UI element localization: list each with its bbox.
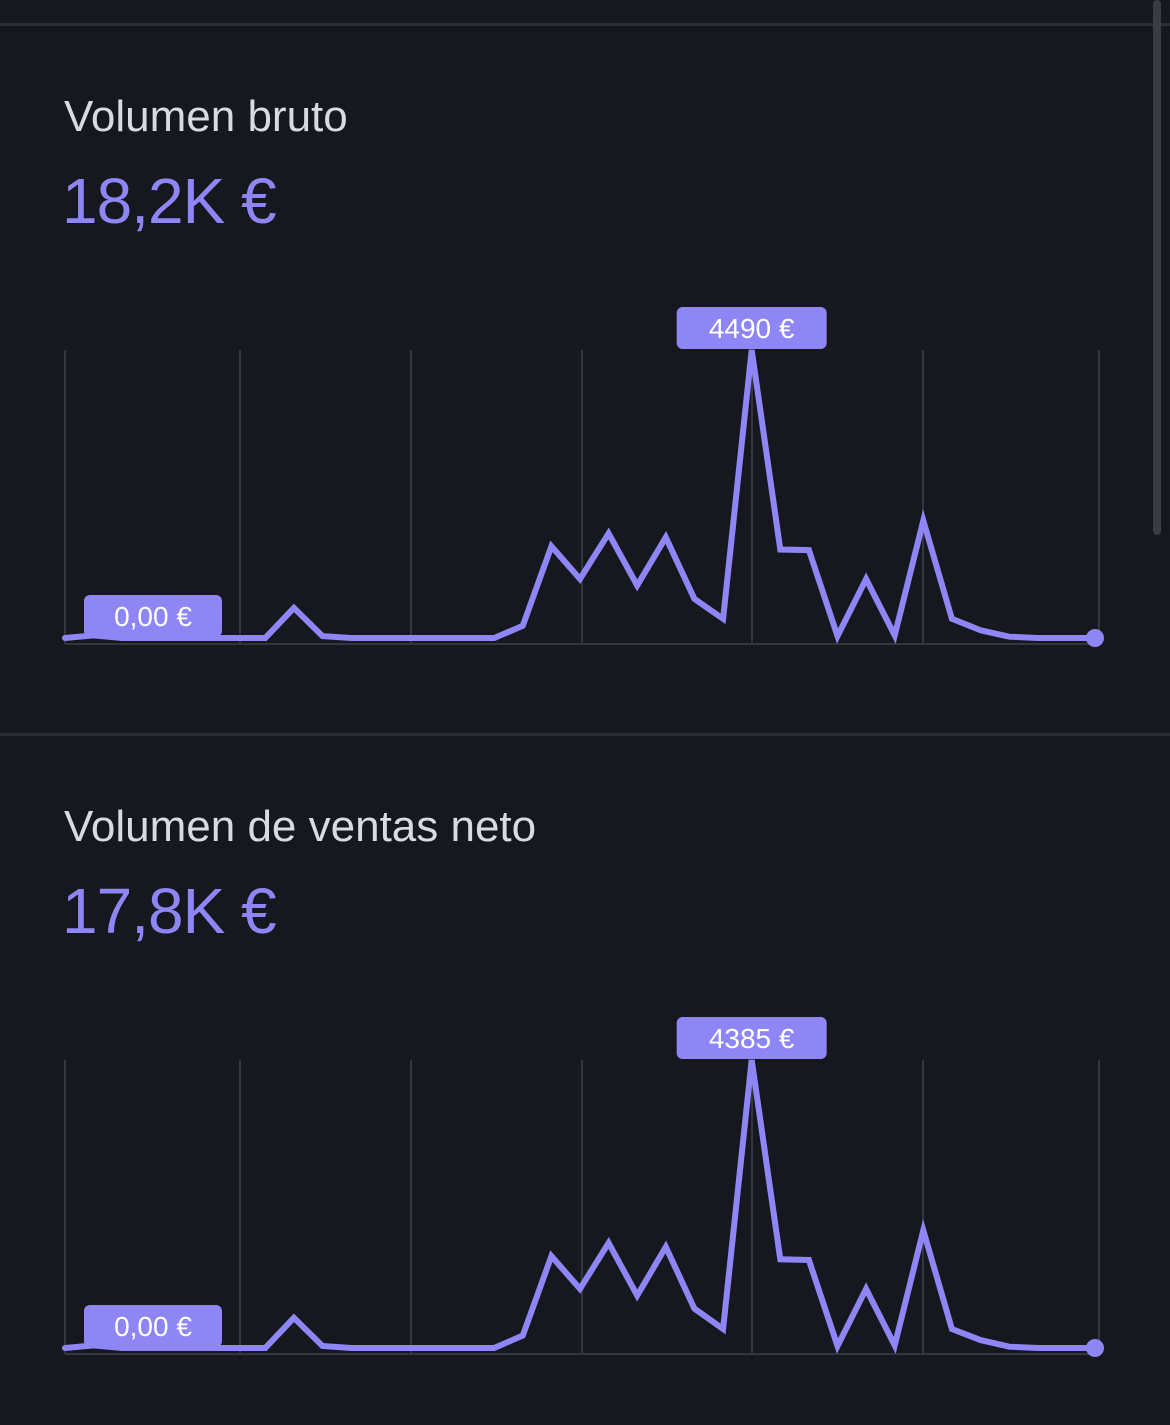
data-point xyxy=(863,576,869,582)
scrollbar[interactable] xyxy=(1153,0,1161,535)
data-point xyxy=(548,543,554,549)
data-point xyxy=(1035,1345,1041,1351)
data-point xyxy=(377,635,383,641)
data-point xyxy=(949,616,955,622)
data-point xyxy=(463,1345,469,1351)
max-value-label: 4490 € xyxy=(676,307,827,349)
card-value: 17,8K € xyxy=(62,875,277,947)
min-value-label: 0,00 € xyxy=(84,1305,222,1347)
data-point xyxy=(1006,1344,1012,1350)
min-label-text: 0,00 € xyxy=(114,601,192,632)
min-value-label: 0,00 € xyxy=(84,595,222,637)
data-point xyxy=(348,635,354,641)
data-point xyxy=(62,635,68,641)
data-point xyxy=(691,596,697,602)
end-point-dot xyxy=(1086,629,1104,647)
data-point xyxy=(835,1343,841,1349)
series-line xyxy=(62,349,1098,644)
gross-volume-card[interactable]: Volumen bruto 18,2K € 4490 € 0,00 € xyxy=(0,92,1140,712)
series-line xyxy=(62,1059,1098,1354)
label-background xyxy=(676,307,827,349)
data-point xyxy=(606,530,612,536)
data-point xyxy=(463,635,469,641)
min-label-text: 0,00 € xyxy=(114,1311,192,1342)
data-point xyxy=(892,1342,898,1348)
data-point xyxy=(606,1240,612,1246)
data-point xyxy=(691,1306,697,1312)
data-point xyxy=(348,1345,354,1351)
data-point xyxy=(663,534,669,540)
data-point xyxy=(62,1345,68,1351)
net-sales-volume-card[interactable]: Volumen de ventas neto 17,8K € 4385 € 0,0… xyxy=(0,802,1140,1422)
data-point xyxy=(892,632,898,638)
data-point xyxy=(320,633,326,639)
data-point xyxy=(777,546,783,552)
data-point xyxy=(577,1286,583,1292)
data-point xyxy=(835,633,841,639)
data-point xyxy=(405,635,411,641)
data-point xyxy=(949,1326,955,1332)
data-point xyxy=(634,582,640,588)
data-point xyxy=(634,1292,640,1298)
data-point xyxy=(1035,635,1041,641)
data-point xyxy=(1063,635,1069,641)
data-point xyxy=(920,1227,926,1233)
data-point xyxy=(1006,634,1012,640)
data-point xyxy=(234,1345,240,1351)
max-value-label: 4385 € xyxy=(676,1017,827,1059)
data-point xyxy=(262,635,268,641)
data-point xyxy=(978,627,984,633)
data-point xyxy=(434,635,440,641)
data-point xyxy=(720,1326,726,1332)
section-divider xyxy=(0,733,1170,736)
data-point xyxy=(663,1244,669,1250)
data-point xyxy=(491,635,497,641)
data-point xyxy=(320,1343,326,1349)
data-point xyxy=(863,1286,869,1292)
data-point xyxy=(405,1345,411,1351)
end-point-dot xyxy=(1086,1339,1104,1357)
data-point xyxy=(1063,1345,1069,1351)
data-point xyxy=(777,1256,783,1262)
data-point xyxy=(520,623,526,629)
data-point xyxy=(978,1337,984,1343)
data-point xyxy=(491,1345,497,1351)
label-background xyxy=(84,595,222,637)
data-point xyxy=(520,1333,526,1339)
data-point xyxy=(262,1345,268,1351)
top-divider xyxy=(0,23,1170,26)
card-value: 18,2K € xyxy=(62,165,277,237)
line-chart[interactable]: 4385 € 0,00 € xyxy=(0,1017,1170,1388)
max-label-text: 4490 € xyxy=(709,313,795,344)
data-point xyxy=(291,605,297,611)
max-label-text: 4385 € xyxy=(709,1023,795,1054)
data-point xyxy=(434,1345,440,1351)
data-point xyxy=(377,1345,383,1351)
data-point xyxy=(920,518,926,524)
line-chart[interactable]: 4490 € 0,00 € xyxy=(0,307,1170,678)
data-point xyxy=(234,635,240,641)
data-point xyxy=(548,1253,554,1259)
data-point xyxy=(577,576,583,582)
data-point xyxy=(806,1257,812,1263)
label-background xyxy=(676,1017,827,1059)
card-title: Volumen de ventas neto xyxy=(64,802,537,851)
card-title: Volumen bruto xyxy=(64,92,348,141)
data-point xyxy=(806,547,812,553)
data-point xyxy=(720,616,726,622)
label-background xyxy=(84,1305,222,1347)
data-point xyxy=(291,1315,297,1321)
